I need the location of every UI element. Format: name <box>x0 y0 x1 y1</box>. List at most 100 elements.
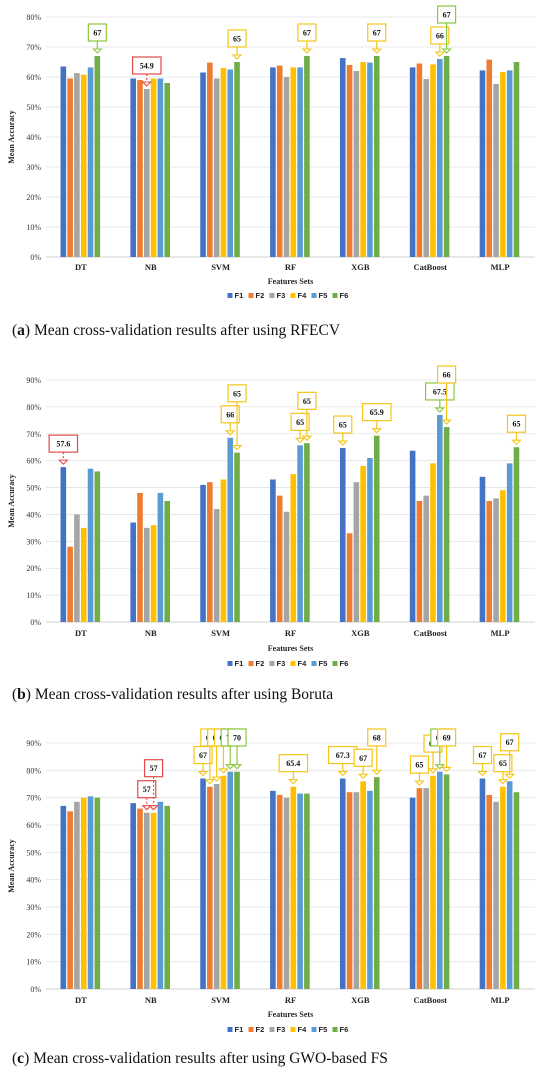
y-tick-label: 90% <box>26 376 41 385</box>
legend-label: F3 <box>277 291 286 300</box>
legend-label: F2 <box>256 291 265 300</box>
bar-f5 <box>437 414 443 622</box>
legend-label: F1 <box>235 291 244 300</box>
y-tick-label: 80% <box>26 403 41 412</box>
bar-f1 <box>60 66 67 257</box>
bar-f3 <box>213 78 220 257</box>
x-tick-label: NB <box>145 995 157 1005</box>
bar-f2 <box>486 59 493 257</box>
callout-label: 65 <box>233 35 241 44</box>
bar-f6 <box>94 471 101 622</box>
x-tick-label: SVM <box>211 628 230 638</box>
callout-arrow <box>141 805 153 811</box>
x-tick-label: XGB <box>351 262 370 272</box>
callout-label: 67 <box>359 754 367 763</box>
legend-label: F1 <box>235 659 244 668</box>
bar-f6 <box>443 56 450 257</box>
bar-f2 <box>486 501 493 622</box>
bar-f2 <box>137 80 143 257</box>
legend-label: F5 <box>319 659 328 668</box>
bar-f3 <box>423 79 430 257</box>
bar-f2 <box>137 808 143 989</box>
y-tick-label: 50% <box>26 484 41 493</box>
y-tick-label: 30% <box>26 163 41 172</box>
legend-label: F1 <box>235 1025 244 1034</box>
y-tick-label: 40% <box>26 510 41 519</box>
callout-arrow <box>301 48 313 54</box>
bar-f4 <box>360 781 366 989</box>
y-tick-label: 0% <box>30 985 41 994</box>
callout-arrow <box>441 48 452 54</box>
bar-f1 <box>339 448 346 622</box>
bar-f3 <box>493 498 499 622</box>
bar-f5 <box>87 796 94 989</box>
bar-f4 <box>80 74 87 257</box>
callout: 65 <box>506 414 527 445</box>
callout: 57 <box>143 759 164 811</box>
bar-f4 <box>150 525 157 622</box>
bar-f2 <box>416 63 423 257</box>
bar-f5 <box>506 70 513 258</box>
x-tick-label: MLP <box>491 262 510 272</box>
callout: 65 <box>333 415 353 446</box>
bar-f6 <box>443 427 450 622</box>
y-tick-label: 20% <box>26 930 41 939</box>
bar-f5 <box>227 69 234 257</box>
legend-label: F2 <box>256 659 265 668</box>
callout-label: 66 <box>443 371 451 380</box>
callout-arrow <box>441 419 452 425</box>
bar-f3 <box>493 83 499 258</box>
legend-label: F4 <box>298 1025 308 1034</box>
callout-arrow <box>224 430 236 436</box>
bar-f4 <box>360 466 366 622</box>
bar-f3 <box>423 788 430 989</box>
callout-arrow <box>294 437 306 444</box>
caption-a: (a) Mean cross-validation results after … <box>12 322 341 339</box>
callout: 65 <box>290 412 310 444</box>
callout-arrow <box>231 445 243 451</box>
bar-f1 <box>270 479 276 622</box>
bar-f1 <box>479 70 486 258</box>
bar-f3 <box>353 71 360 257</box>
caption-c-text: Mean cross-validation results after usin… <box>33 1050 388 1067</box>
bar-f5 <box>227 437 234 622</box>
x-tick-label: MLP <box>491 628 510 638</box>
bar-f3 <box>74 801 80 989</box>
y-axis-title: Mean Accuracy <box>7 474 16 528</box>
legend-swatch <box>269 293 275 298</box>
caption-c-label: c <box>17 1050 25 1067</box>
bar-f1 <box>270 790 276 989</box>
callout-arrow <box>371 769 383 775</box>
callout-arrow <box>441 766 452 773</box>
callout: 67 <box>87 23 107 54</box>
bar-f5 <box>87 468 94 622</box>
callout-label: 65.9 <box>370 408 384 417</box>
bar-f4 <box>80 797 87 989</box>
bar-f5 <box>227 771 234 989</box>
bar-f6 <box>234 62 240 257</box>
callout-label: 54.9 <box>140 62 154 71</box>
callout-label: 57 <box>143 785 151 794</box>
callout-label: 67.5 <box>433 387 447 396</box>
bar-f4 <box>500 71 506 258</box>
bar-f6 <box>234 452 240 622</box>
bar-f1 <box>200 72 206 257</box>
bar-f4 <box>150 78 157 257</box>
legend-swatch <box>290 1027 296 1032</box>
bar-f6 <box>304 56 310 257</box>
y-tick-label: 20% <box>26 564 41 573</box>
bar-f1 <box>270 67 276 258</box>
legend-label: F6 <box>340 291 349 300</box>
y-tick-label: 50% <box>26 103 41 112</box>
callout-label: 67 <box>199 751 207 760</box>
chart-b: 0% 10% 20% 30% 40% 50% 60% 70% 80% 90% Mean Accura… <box>7 365 535 668</box>
legend-swatch <box>332 1027 338 1032</box>
callout-label: 65 <box>303 397 311 406</box>
callout-arrow <box>434 764 446 770</box>
bar-f6 <box>304 793 310 989</box>
bar-f3 <box>423 495 430 622</box>
legend-swatch <box>311 1027 317 1032</box>
legend-label: F4 <box>298 659 308 668</box>
x-axis-title: Features Sets <box>268 644 313 653</box>
callout: 67 <box>437 5 457 54</box>
